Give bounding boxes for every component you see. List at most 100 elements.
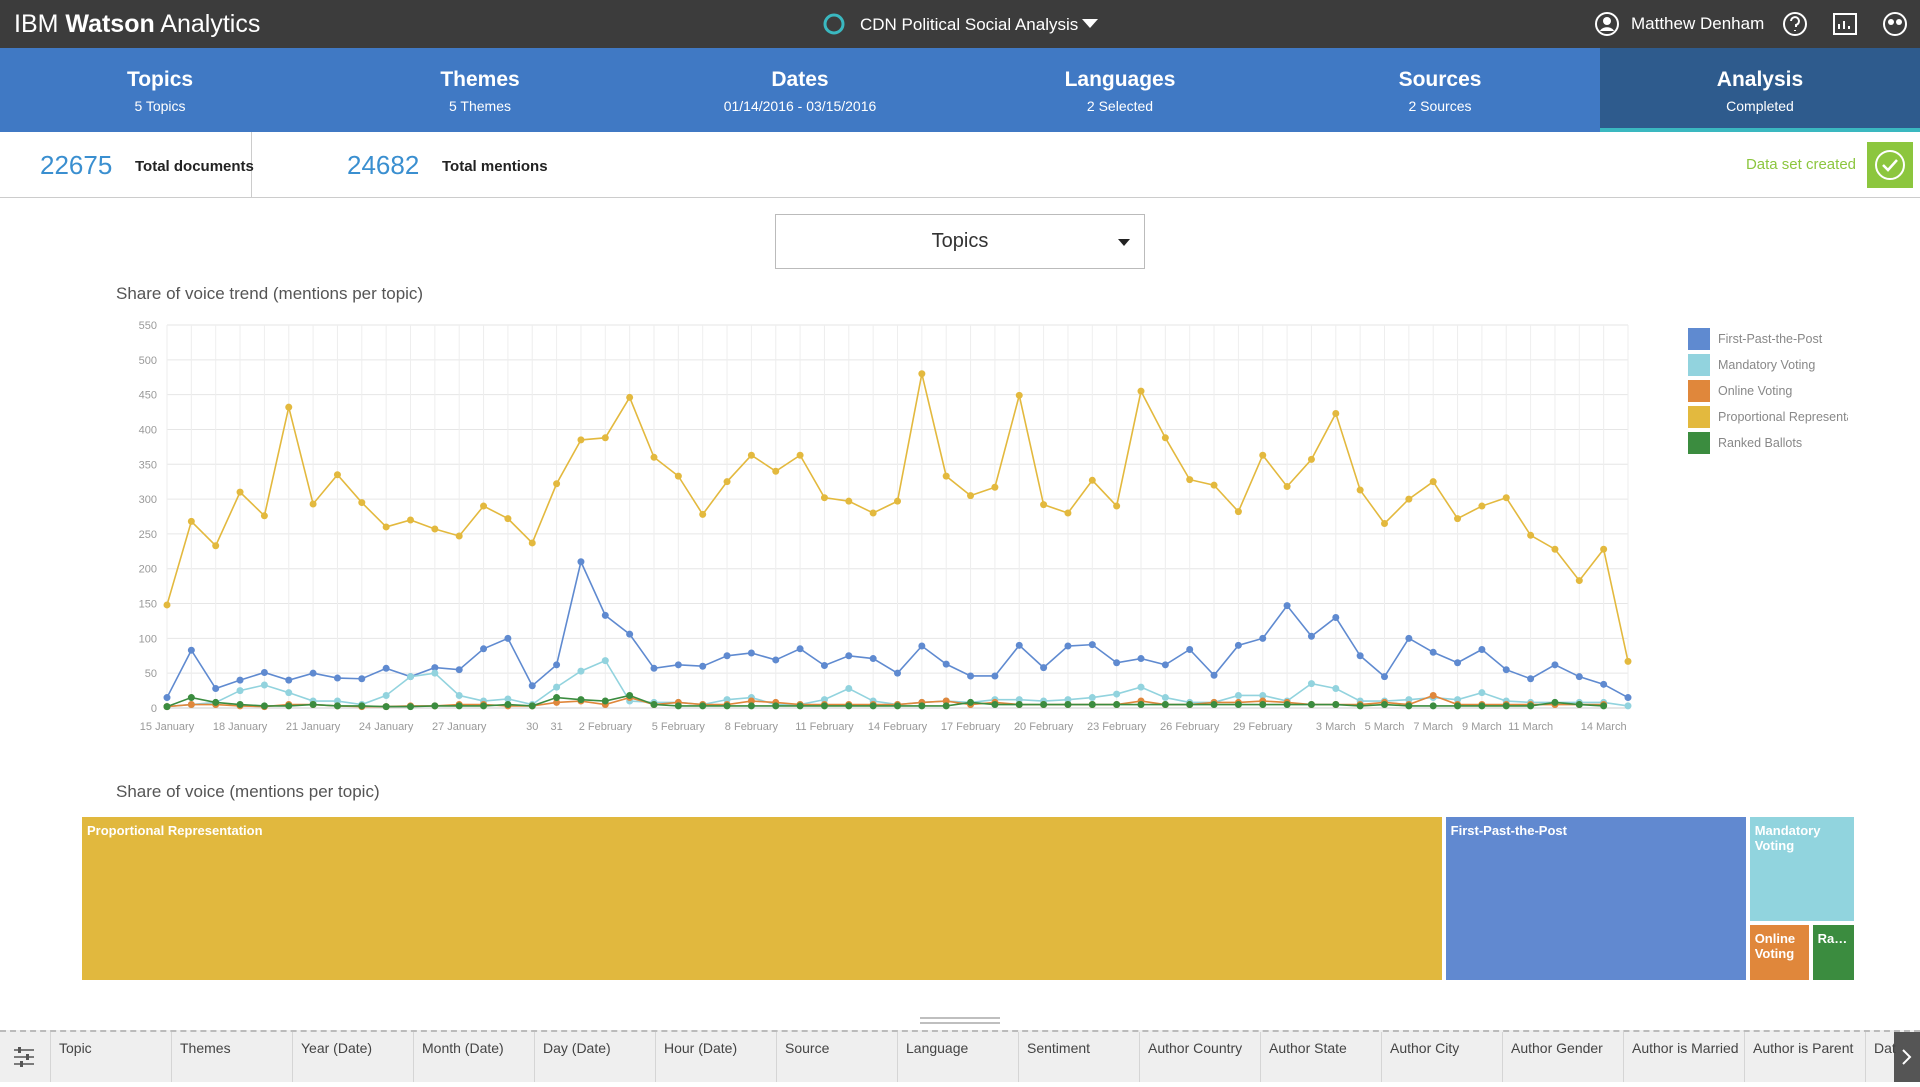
legend-label[interactable]: Online Voting	[1718, 384, 1792, 398]
data-point	[504, 695, 512, 703]
column-header[interactable]: Author City	[1381, 1032, 1502, 1082]
data-point	[918, 702, 926, 710]
data-point	[1454, 659, 1462, 667]
data-point	[820, 494, 828, 502]
column-header[interactable]: Author Country	[1139, 1032, 1260, 1082]
column-header[interactable]: Author Gender	[1502, 1032, 1623, 1082]
help-icon[interactable]	[1782, 11, 1808, 37]
treemap-cell[interactable]: Proportional Representation	[82, 817, 1442, 980]
tab[interactable]: Analysis Completed	[1600, 48, 1920, 132]
treemap-cell[interactable]: Mandatory Voting	[1749, 817, 1854, 922]
data-point	[1283, 483, 1291, 491]
column-header[interactable]: Themes	[171, 1032, 292, 1082]
column-header[interactable]: Year (Date)	[292, 1032, 413, 1082]
series-line	[166, 694, 1604, 708]
data-point	[1527, 531, 1535, 539]
data-point	[1283, 701, 1291, 709]
project-name[interactable]: CDN Political Social Analysis	[860, 15, 1079, 34]
column-header[interactable]: Author State	[1260, 1032, 1381, 1082]
stat-label: Total documents	[135, 158, 254, 175]
column-header[interactable]: Topic	[50, 1032, 171, 1082]
treemap-cell[interactable]: Ranked Ballots	[1812, 925, 1854, 980]
tab-subtitle: 2 Selected	[1086, 98, 1154, 114]
y-tick-label: 500	[139, 355, 157, 367]
column-header[interactable]: Hour (Date)	[655, 1032, 776, 1082]
data-point	[260, 512, 268, 520]
report-icon[interactable]	[1832, 12, 1858, 36]
tab[interactable]: Dates 01/14/2016 - 03/15/2016	[640, 48, 960, 132]
legend-label[interactable]: Mandatory Voting	[1718, 358, 1815, 372]
data-point	[1600, 545, 1608, 553]
resize-handle[interactable]	[920, 1017, 1000, 1025]
x-tick-label: 20 February	[1014, 721, 1074, 733]
column-header[interactable]: Author is Married	[1623, 1032, 1744, 1082]
data-point	[1283, 602, 1291, 610]
column-header[interactable]: Language	[897, 1032, 1018, 1082]
column-header[interactable]: Sentiment	[1018, 1032, 1139, 1082]
data-point	[1040, 664, 1048, 672]
data-point	[820, 702, 828, 710]
y-tick-label: 300	[139, 494, 157, 506]
column-header[interactable]: Day (Date)	[534, 1032, 655, 1082]
data-point	[407, 516, 414, 524]
data-point	[772, 656, 780, 664]
data-point	[1259, 634, 1267, 642]
data-point	[1040, 501, 1048, 509]
data-point	[528, 682, 536, 690]
x-tick-label: 27 January	[432, 721, 487, 733]
treemap-cell[interactable]: First-Past-the-Post	[1445, 817, 1746, 980]
settings-icon[interactable]	[12, 1046, 36, 1068]
data-point	[1624, 657, 1632, 665]
topic-selector[interactable]: Topics	[775, 214, 1145, 269]
scroll-right[interactable]	[1894, 1032, 1920, 1082]
project-dropdown[interactable]	[1082, 19, 1098, 29]
data-point	[163, 601, 171, 609]
data-point	[577, 436, 585, 444]
treemap-title: Share of voice (mentions per topic)	[116, 782, 380, 801]
scroll-arrow	[1902, 1049, 1912, 1065]
user-icon[interactable]	[1594, 11, 1620, 37]
tab-title: Dates	[771, 68, 829, 91]
legend-swatch	[1688, 354, 1710, 376]
column-header[interactable]: Source	[776, 1032, 897, 1082]
data-point	[967, 492, 975, 500]
data-point	[1551, 661, 1559, 669]
data-point	[1259, 701, 1267, 709]
tab[interactable]: Languages 2 Selected	[960, 48, 1280, 132]
legend-label[interactable]: Ranked Ballots	[1718, 436, 1802, 450]
column-header[interactable]: Author is Parent	[1744, 1032, 1865, 1082]
treemap-cell[interactable]: Online Voting	[1749, 925, 1809, 980]
y-tick-label: 0	[151, 703, 157, 715]
treemap-label: Online Voting	[1754, 931, 1796, 962]
data-point	[1113, 690, 1121, 698]
tab-subtitle: Completed	[1726, 98, 1794, 114]
legend-label[interactable]: First-Past-the-Post	[1718, 332, 1823, 346]
data-point	[674, 702, 682, 710]
tab[interactable]: Sources 2 Sources	[1280, 48, 1600, 132]
x-tick-label: 21 January	[286, 721, 341, 733]
column-header[interactable]: Dat	[1865, 1032, 1920, 1082]
user-name[interactable]: Matthew Denham	[1631, 14, 1765, 33]
data-point	[285, 676, 293, 684]
tab-title: Languages	[1064, 68, 1176, 91]
x-tick-label: 23 February	[1087, 721, 1147, 733]
data-point	[820, 662, 828, 670]
legend-label[interactable]: Proportional Representation	[1718, 410, 1874, 424]
community-icon[interactable]	[1882, 11, 1908, 37]
data-point	[845, 685, 853, 693]
stat-label: Total mentions	[442, 158, 548, 175]
data-point	[1064, 642, 1072, 650]
data-point	[1405, 702, 1413, 710]
data-point	[187, 646, 195, 654]
tab[interactable]: Themes 5 Themes	[320, 48, 640, 132]
status-icon	[1867, 142, 1913, 188]
data-point	[601, 434, 609, 442]
data-point	[1332, 685, 1340, 693]
data-point	[187, 701, 195, 709]
x-tick-label: 14 February	[868, 721, 928, 733]
tab[interactable]: Topics 5 Topics	[0, 48, 320, 132]
data-point	[1454, 702, 1462, 710]
column-header[interactable]: Month (Date)	[413, 1032, 534, 1082]
data-point	[601, 657, 609, 665]
data-point	[894, 702, 901, 710]
